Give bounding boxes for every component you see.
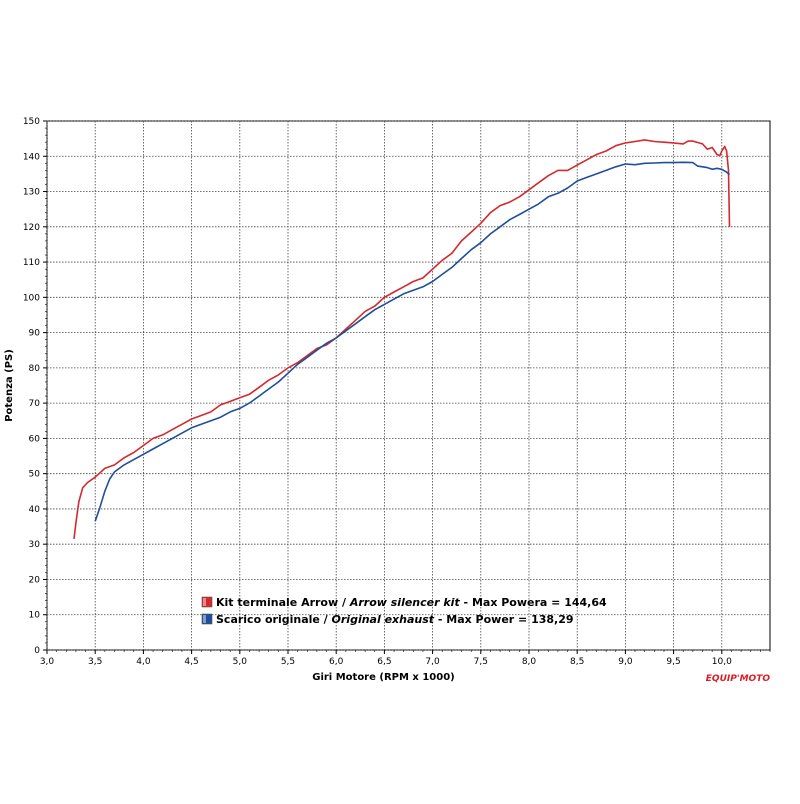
legend-swatch-1: [201, 596, 213, 608]
x-tick-label: 5,5: [281, 657, 295, 667]
legend-swatch-2: [201, 613, 213, 625]
y-tick-label: 60: [29, 434, 41, 444]
x-tick-label: 9,5: [666, 657, 680, 667]
legend-swatch-shine: [203, 615, 206, 623]
y-tick-label: 20: [29, 575, 41, 585]
series-line-1: [73, 139, 731, 539]
x-tick-label: 3,0: [40, 657, 55, 667]
series-layer: [73, 139, 731, 539]
y-axis-title: Potenza (PS): [4, 349, 15, 422]
grid: [46, 120, 771, 651]
y-tick-label: 130: [23, 188, 40, 198]
x-axis-title: Giri Motore (RPM x 1000): [312, 672, 455, 683]
x-tick-label: 6,0: [329, 657, 344, 667]
legend: Kit terminale Arrow / Arrow silencer kit…: [201, 596, 607, 626]
y-tick-label: 30: [29, 540, 41, 550]
plot-frame: [46, 120, 771, 651]
legend-label-2: Scarico originale / Original exhaust - M…: [216, 613, 574, 626]
y-tick-label: 150: [23, 117, 40, 127]
y-tick-label: 90: [29, 329, 41, 339]
x-tick-label: 4,5: [184, 657, 198, 667]
y-tick-label: 70: [29, 399, 41, 409]
y-tick-label: 120: [23, 223, 40, 233]
x-tick-label: 5,0: [233, 657, 248, 667]
series-line-2: [94, 161, 731, 522]
y-tick-label: 0: [34, 646, 40, 656]
x-tick-label: 10,0: [712, 657, 732, 667]
x-tick-label: 3,5: [88, 657, 102, 667]
x-tick-label: 6,5: [377, 657, 391, 667]
axes: 3,0 3,5 4,0 4,5 5,0 5,5 6,0 6,5 7,0 7,5 8,0 8,5 9,0 9…: [23, 117, 771, 667]
legend-label-1: Kit terminale Arrow / Arrow silencer kit…: [216, 596, 607, 609]
x-tick-label: 9,0: [618, 657, 633, 667]
x-tick-label: 4,0: [136, 657, 151, 667]
legend-swatch-shine: [203, 598, 206, 606]
y-tick-label: 140: [23, 152, 40, 162]
y-tick-label: 40: [29, 505, 41, 515]
y-tick-label: 10: [29, 611, 41, 621]
y-tick-label: 50: [29, 470, 41, 480]
watermark-logo: EQUIP'MOTO: [706, 674, 771, 684]
x-tick-label: 7,0: [425, 657, 440, 667]
x-tick-label: 8,0: [522, 657, 537, 667]
y-tick-label: 110: [23, 258, 40, 268]
x-tick-label: 7,5: [474, 657, 488, 667]
x-tick-label: 8,5: [570, 657, 584, 667]
y-tick-label: 100: [23, 293, 40, 303]
y-tick-label: 80: [29, 364, 41, 374]
